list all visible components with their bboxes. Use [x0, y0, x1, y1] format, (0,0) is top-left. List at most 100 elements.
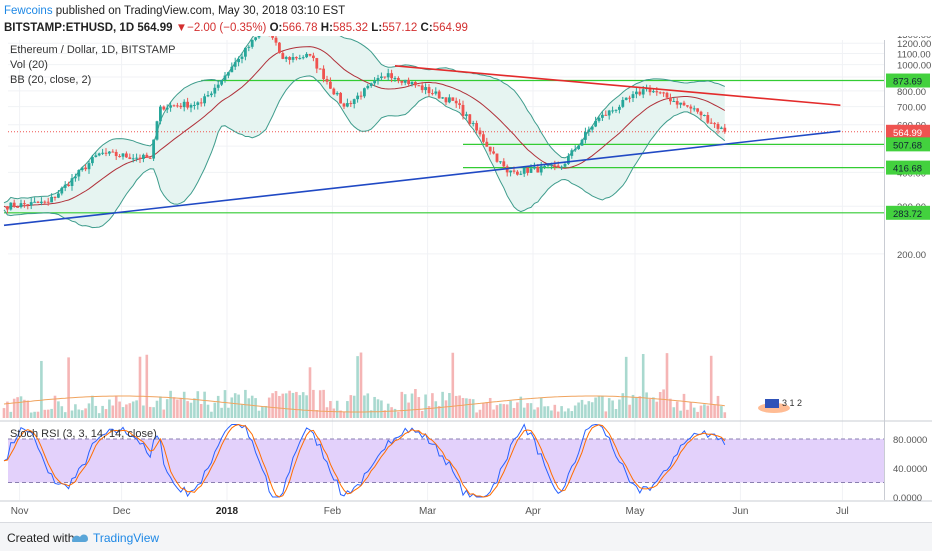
volume-bar	[112, 406, 115, 418]
volume-bar	[312, 390, 315, 418]
volume-bar	[472, 399, 475, 418]
volume-bar	[574, 406, 577, 418]
volume-bar	[724, 412, 727, 418]
volume-bar	[530, 403, 533, 418]
volume-bar	[132, 401, 135, 418]
volume-bar	[23, 400, 26, 418]
volume-bar	[523, 408, 526, 418]
volume-bar	[135, 400, 138, 418]
volume-bar	[557, 412, 560, 418]
volume-bar	[516, 402, 519, 418]
volume-bar	[588, 401, 591, 418]
volume-bar	[71, 411, 74, 418]
volume-bar	[567, 408, 570, 418]
volume-bar	[394, 409, 397, 418]
volume-bar	[581, 400, 584, 418]
volume-bar	[533, 410, 536, 418]
volume-bar	[659, 392, 662, 418]
volume-bar	[10, 412, 13, 418]
volume-bar	[142, 405, 145, 418]
volume-bar	[710, 356, 713, 418]
volume-bar	[411, 394, 414, 418]
price-axis-tick: 200.00	[897, 250, 926, 261]
volume-bar	[322, 390, 325, 418]
volume-bar	[520, 397, 523, 418]
price-label: 283.72	[893, 209, 922, 220]
volume-bar	[197, 391, 200, 418]
volume-bar	[64, 412, 67, 418]
volume-bar	[91, 396, 94, 418]
volume-bar	[30, 413, 33, 418]
price-label: 564.99	[893, 128, 922, 139]
ohlc-line: BITSTAMP:ETHUSD, 1D 564.99 ▼−2.00 (−0.35…	[4, 22, 468, 34]
volume-bar	[550, 410, 553, 418]
down-arrow-icon: ▼	[176, 22, 187, 34]
volume-bar	[346, 401, 349, 418]
volume-bar	[329, 401, 332, 418]
volume-bar	[455, 396, 458, 418]
volume-bar	[350, 395, 353, 418]
volume-bar	[676, 402, 679, 418]
volume-bar	[452, 353, 455, 418]
volume-bar	[424, 394, 427, 418]
candle	[625, 97, 628, 100]
volume-bar	[207, 405, 210, 418]
volume-bar	[707, 406, 710, 418]
volume-bar	[125, 404, 128, 418]
time-axis-tick: 2018	[216, 506, 239, 517]
volume-bar	[703, 404, 706, 418]
volume-bar	[499, 404, 502, 418]
tradingview-link[interactable]: TradingView	[93, 531, 159, 545]
volume-bar	[193, 398, 196, 418]
price-label: 873.69	[893, 77, 922, 88]
volume-bar	[584, 405, 587, 418]
footer-bar: Created with TradingView	[0, 522, 932, 551]
volume-bar	[469, 399, 472, 418]
volume-bar	[227, 408, 230, 418]
stoch-rsi-band	[8, 439, 884, 483]
volume-bar	[271, 393, 274, 418]
candle	[9, 202, 12, 210]
volume-bar	[458, 395, 461, 418]
volume-bar	[353, 396, 356, 418]
volume-bar	[186, 401, 189, 418]
volume-bar	[295, 392, 298, 418]
tradingview-logo-icon[interactable]	[70, 530, 90, 544]
high-value: 585.32	[333, 22, 368, 34]
volume-bar	[564, 411, 567, 418]
volume-bar	[625, 357, 628, 418]
volume-bar	[666, 353, 669, 418]
price-chart[interactable]: 1500.001400.001300.001200.001100.001000.…	[0, 36, 932, 522]
price-axis-tick: 800.00	[897, 87, 926, 98]
volume-bar	[628, 405, 631, 418]
volume-bar	[679, 411, 682, 418]
volume-bar	[690, 402, 693, 418]
last-price: 564.99	[137, 22, 172, 34]
volume-bar	[275, 391, 278, 418]
volume-bar	[489, 398, 492, 418]
volume-bar	[431, 393, 434, 418]
volume-bar	[380, 400, 383, 418]
volume-bar	[513, 408, 516, 418]
volume-bar	[367, 393, 370, 418]
volume-bar	[547, 406, 550, 418]
volume-bar	[611, 400, 614, 418]
volume-bar	[414, 389, 417, 418]
volume-bar	[537, 407, 540, 418]
time-axis-tick: Dec	[113, 506, 131, 517]
open-label: O:	[270, 22, 283, 34]
time-axis-tick: Apr	[525, 506, 541, 517]
volume-bar	[84, 408, 87, 418]
volume-bar	[115, 396, 118, 418]
volume-bar	[159, 396, 162, 418]
volume-bar	[214, 403, 217, 418]
volume-bar	[224, 390, 227, 418]
author-link[interactable]: Fewcoins	[4, 5, 53, 17]
price-axis-tick: 1100.00	[897, 49, 931, 60]
volume-bar	[543, 406, 546, 418]
volume-bar	[462, 398, 465, 418]
volume-bar	[251, 396, 254, 418]
time-axis-tick: Nov	[11, 506, 29, 517]
volume-bar	[88, 403, 91, 418]
candle	[451, 97, 454, 101]
